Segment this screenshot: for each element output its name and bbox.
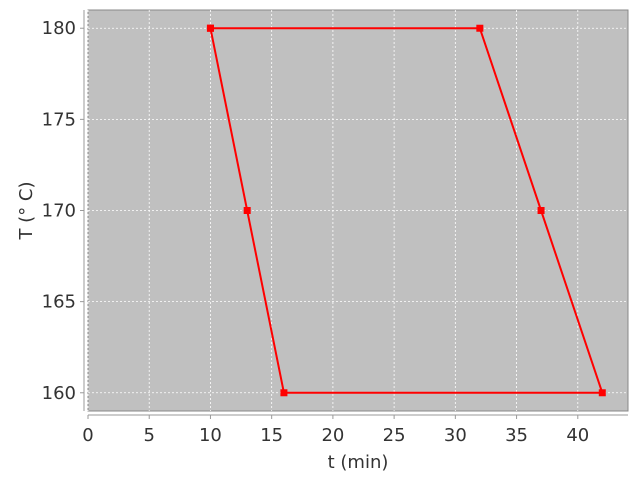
x-tick-label: 5 (143, 425, 154, 446)
x-tick-label: 0 (82, 425, 93, 446)
y-axis-label: T (° C) (16, 181, 37, 240)
x-tick-label: 35 (505, 425, 528, 446)
data-point (537, 207, 545, 214)
y-tick-label: 170 (42, 201, 76, 222)
data-point (243, 207, 251, 214)
x-tick-label: 10 (199, 425, 222, 446)
y-tick-label: 160 (42, 383, 76, 404)
x-tick-label: 25 (383, 425, 406, 446)
series (206, 24, 606, 397)
x-tick-label: 20 (321, 425, 344, 446)
y-tick-label: 180 (42, 18, 76, 39)
x-tick-label: 40 (566, 425, 589, 446)
y-tick-label: 175 (42, 109, 76, 130)
data-point (206, 24, 214, 32)
x-tick-label: 15 (260, 425, 283, 446)
data-point (280, 389, 288, 397)
axes: 0 5 10 15 20 25 30 35 40 160 165 170 175 180 (42, 10, 628, 446)
x-tick-label: 30 (444, 425, 467, 446)
data-point (598, 389, 606, 397)
x-axis-label: t (min) (328, 452, 389, 473)
data-point (476, 24, 484, 32)
y-tick-label: 165 (42, 292, 76, 313)
